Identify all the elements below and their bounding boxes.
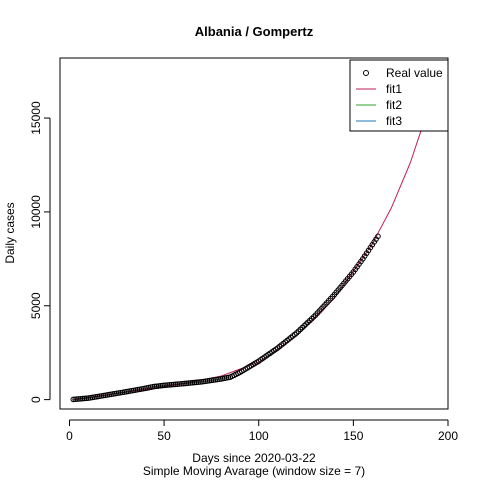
legend: Real value fit1 fit2 fit3 [349,59,449,132]
data-point [166,382,173,388]
legend-box [349,59,449,132]
data-point [182,380,188,387]
plot-marks [70,61,441,403]
data-point [165,382,171,388]
x-axis-sublabel: Simple Moving Avarage (window size = 7) [143,464,365,478]
data-point [159,382,165,389]
data-point [187,380,194,386]
data-point [172,381,179,388]
legend-marker [363,70,369,76]
data-point [72,396,78,403]
x-tick-label: 0 [66,429,73,443]
data-point [161,382,167,389]
data-point [174,381,181,387]
data-point [185,380,192,386]
data-point [153,383,160,390]
data-point [74,396,80,402]
x-axis-label: Days since 2020-03-22 [192,451,316,465]
data-point [81,395,88,402]
data-point [157,383,164,389]
data-point [375,233,381,240]
axes: 0 50 100 150 200 0 5000 10000 15000 [29,101,458,443]
legend-label: fit1 [386,82,402,96]
data-point [83,395,90,402]
legend-label: Real value [386,66,443,80]
data-point [191,379,198,386]
data-point [184,380,190,387]
x-tick-label: 150 [343,429,363,443]
chart-title: Albania / Gompertz [195,24,314,39]
data-point [70,396,77,403]
x-tick-label: 50 [157,429,171,443]
data-point [180,380,186,387]
data-point [76,396,82,402]
data-point [189,379,196,386]
data-point [155,383,162,389]
data-point [163,382,169,388]
y-tick-label: 10000 [29,195,43,229]
data-point [193,379,200,386]
legend-label: fit3 [386,114,402,128]
y-tick-label: 5000 [29,292,43,319]
data-point [168,381,175,388]
data-point [178,381,184,387]
data-point [79,395,86,402]
x-tick-label: 200 [438,429,458,443]
y-tick-label: 15000 [29,101,43,135]
plot-frame [59,57,449,410]
data-point [151,383,158,390]
data-point [78,395,84,402]
data-point [176,381,183,387]
y-tick-label: 0 [29,396,43,403]
data-point [170,381,177,388]
y-axis-label: Daily cases [3,202,17,263]
x-tick-label: 100 [249,429,269,443]
data-point [197,379,203,385]
legend-label: fit2 [386,98,402,112]
data-point [195,379,201,385]
